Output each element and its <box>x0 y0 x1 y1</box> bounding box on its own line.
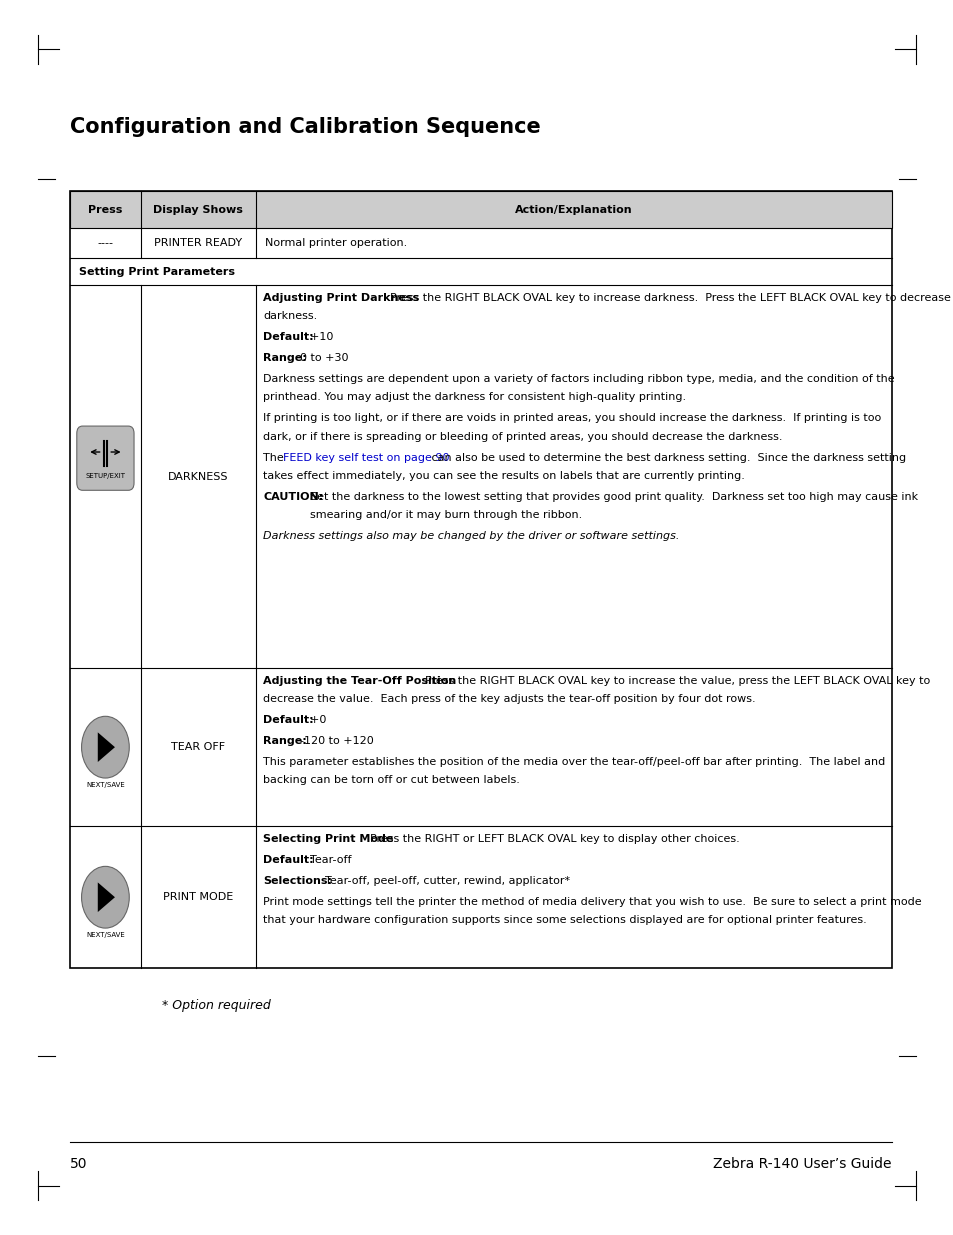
Polygon shape <box>97 883 114 913</box>
Text: SETUP/EXIT: SETUP/EXIT <box>86 473 125 479</box>
Bar <box>70 191 891 968</box>
Text: 0 to +30: 0 to +30 <box>293 353 349 363</box>
Text: Press the RIGHT BLACK OVAL key to increase darkness.  Press the LEFT BLACK OVAL : Press the RIGHT BLACK OVAL key to increa… <box>383 293 950 303</box>
Text: Press the RIGHT BLACK OVAL key to increase the value, press the LEFT BLACK OVAL : Press the RIGHT BLACK OVAL key to increa… <box>417 676 929 685</box>
Text: Default:: Default: <box>263 855 314 864</box>
Text: printhead. You may adjust the darkness for consistent high-quality printing.: printhead. You may adjust the darkness f… <box>263 393 686 403</box>
Text: Setting Print Parameters: Setting Print Parameters <box>79 267 235 277</box>
Circle shape <box>81 716 129 778</box>
Text: Tear-off, peel-off, cutter, rewind, applicator*: Tear-off, peel-off, cutter, rewind, appl… <box>318 876 570 885</box>
Text: TEAR OFF: TEAR OFF <box>172 742 225 752</box>
Text: Range:: Range: <box>263 353 307 363</box>
Text: The: The <box>263 453 287 463</box>
Text: Darkness settings are dependent upon a variety of factors including ribbon type,: Darkness settings are dependent upon a v… <box>263 374 894 384</box>
Text: FEED key self test on page 90: FEED key self test on page 90 <box>283 453 449 463</box>
Text: Normal printer operation.: Normal printer operation. <box>265 238 407 248</box>
Text: takes effect immediately, you can see the results on labels that are currently p: takes effect immediately, you can see th… <box>263 471 744 480</box>
Text: darkness.: darkness. <box>263 311 317 321</box>
Text: Selecting Print Mode: Selecting Print Mode <box>263 834 394 844</box>
Text: PRINTER READY: PRINTER READY <box>154 238 242 248</box>
Text: Default:: Default: <box>263 715 314 725</box>
Text: +0: +0 <box>303 715 326 725</box>
Text: If printing is too light, or if there are voids in printed areas, you should inc: If printing is too light, or if there ar… <box>263 414 881 424</box>
Text: Action/Explanation: Action/Explanation <box>515 205 632 215</box>
Text: NEXT/SAVE: NEXT/SAVE <box>86 782 125 788</box>
Text: Print mode settings tell the printer the method of media delivery that you wish : Print mode settings tell the printer the… <box>263 897 921 906</box>
Text: CAUTION:: CAUTION: <box>263 492 323 501</box>
Text: Default:: Default: <box>263 332 314 342</box>
Text: Selections:: Selections: <box>263 876 332 885</box>
Text: -120 to +120: -120 to +120 <box>293 736 374 746</box>
Text: decrease the value.  Each press of the key adjusts the tear-off position by four: decrease the value. Each press of the ke… <box>263 694 755 704</box>
Text: that your hardware configuration supports since some selections displayed are fo: that your hardware configuration support… <box>263 915 866 925</box>
Text: backing can be torn off or cut between labels.: backing can be torn off or cut between l… <box>263 776 519 785</box>
Text: Configuration and Calibration Sequence: Configuration and Calibration Sequence <box>70 117 539 137</box>
Text: Set the darkness to the lowest setting that provides good print quality.  Darkne: Set the darkness to the lowest setting t… <box>303 492 918 501</box>
Text: Darkness settings also may be changed by the driver or software settings.: Darkness settings also may be changed by… <box>263 531 679 541</box>
Text: DARKNESS: DARKNESS <box>168 472 229 482</box>
Text: Range:: Range: <box>263 736 307 746</box>
Text: can also be used to determine the best darkness setting.  Since the darkness set: can also be used to determine the best d… <box>428 453 905 463</box>
Text: Adjusting the Tear-Off Position: Adjusting the Tear-Off Position <box>263 676 456 685</box>
FancyBboxPatch shape <box>76 426 133 490</box>
Text: 50: 50 <box>70 1157 87 1171</box>
Text: ----: ---- <box>97 238 113 248</box>
Text: Tear-off: Tear-off <box>303 855 352 864</box>
Text: Display Shows: Display Shows <box>153 205 243 215</box>
Text: Zebra R-140 User’s Guide: Zebra R-140 User’s Guide <box>713 1157 891 1171</box>
Text: Press: Press <box>88 205 123 215</box>
Text: Adjusting Print Darkness: Adjusting Print Darkness <box>263 293 419 303</box>
Text: This parameter establishes the position of the media over the tear-off/peel-off : This parameter establishes the position … <box>263 757 884 767</box>
Circle shape <box>81 867 129 929</box>
Text: Press the RIGHT or LEFT BLACK OVAL key to display other choices.: Press the RIGHT or LEFT BLACK OVAL key t… <box>363 834 740 844</box>
Text: * Option required: * Option required <box>162 999 271 1013</box>
Text: dark, or if there is spreading or bleeding of printed areas, you should decrease: dark, or if there is spreading or bleedi… <box>263 431 782 442</box>
Text: +10: +10 <box>303 332 334 342</box>
Polygon shape <box>97 732 114 762</box>
Text: NEXT/SAVE: NEXT/SAVE <box>86 932 125 937</box>
Text: PRINT MODE: PRINT MODE <box>163 892 233 903</box>
Bar <box>70 191 891 228</box>
Text: smearing and/or it may burn through the ribbon.: smearing and/or it may burn through the … <box>310 510 581 520</box>
